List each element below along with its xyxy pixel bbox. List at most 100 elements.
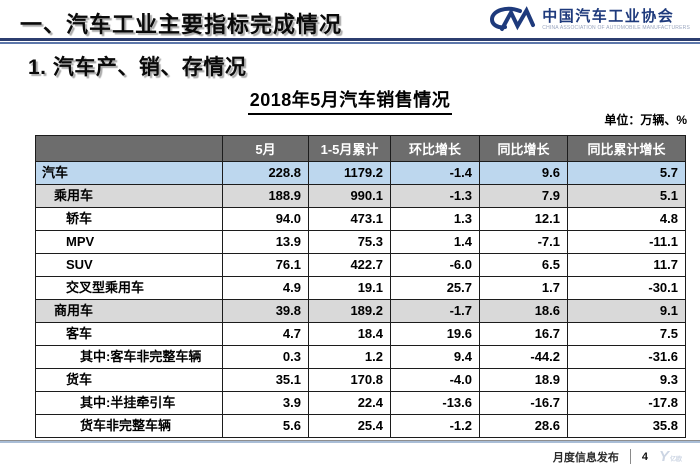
- cell-value: 94.0: [222, 207, 309, 231]
- cell-value: -1.2: [390, 414, 480, 438]
- cell-value: 9.6: [479, 161, 568, 185]
- cell-value: 12.1: [479, 207, 568, 231]
- cell-value: 9.3: [567, 368, 686, 392]
- cell-value: 19.1: [308, 276, 391, 300]
- cell-value: -11.1: [567, 230, 686, 254]
- cell-value: 13.9: [222, 230, 309, 254]
- cell-value: -31.6: [567, 345, 686, 369]
- watermark-subtext: 亿欧: [669, 457, 682, 463]
- cell-value: -6.0: [390, 253, 480, 277]
- sales-table: 5月 1-5月累计 环比增长 同比增长 同比累计增长 汽车 228.8 1179.2…: [35, 135, 686, 438]
- cell-value: 18.4: [308, 322, 391, 346]
- cell-value: 75.3: [308, 230, 391, 254]
- table-body: 汽车 228.8 1179.2 -1.4 9.6 5.7 乘用车 188.9 990.1 -1.3…: [35, 161, 686, 438]
- cell-value: 19.6: [390, 322, 480, 346]
- row-label: 其中:客车非完整车辆: [35, 345, 223, 369]
- cell-value: 39.8: [222, 299, 309, 323]
- row-label: 汽车: [35, 161, 223, 185]
- cell-value: 11.7: [567, 253, 686, 277]
- cell-value: 4.7: [222, 322, 309, 346]
- table-row: 货车 35.1 170.8 -4.0 18.9 9.3: [35, 368, 686, 392]
- row-label: 货车非完整车辆: [35, 414, 223, 438]
- cm-logo-icon: [490, 6, 536, 31]
- cell-value: 7.9: [479, 184, 568, 208]
- org-name-en: CHINA ASSOCIATION OF AUTOMOBILE MANUFACT…: [542, 25, 690, 31]
- row-label: 商用车: [35, 299, 223, 323]
- org-name-cn: 中国汽车工业协会: [542, 7, 675, 25]
- table-row: 其中:客车非完整车辆 0.3 1.2 9.4 -44.2 -31.6: [35, 345, 686, 369]
- cell-value: 76.1: [222, 253, 309, 277]
- cell-value: -1.4: [390, 161, 480, 185]
- cell-value: 7.5: [567, 322, 686, 346]
- cell-value: 35.1: [222, 368, 309, 392]
- cell-value: 18.6: [479, 299, 568, 323]
- table-row: 汽车 228.8 1179.2 -1.4 9.6 5.7: [35, 161, 686, 185]
- cell-value: 0.3: [222, 345, 309, 369]
- cell-value: 9.4: [390, 345, 480, 369]
- column-header: 5月: [222, 135, 309, 162]
- header-divider: [0, 38, 700, 44]
- cell-value: -1.7: [390, 299, 480, 323]
- cell-value: 18.9: [479, 368, 568, 392]
- column-header: [35, 135, 223, 162]
- footer-separator: [629, 449, 631, 464]
- section-title: 1. 汽车产、销、存情况: [28, 56, 247, 79]
- cell-value: 189.2: [308, 299, 391, 323]
- cell-value: 4.9: [222, 276, 309, 300]
- cell-value: 3.9: [222, 391, 309, 415]
- cell-value: -1.3: [390, 184, 480, 208]
- cell-value: 35.8: [567, 414, 686, 438]
- cell-value: 170.8: [308, 368, 391, 392]
- unit-label: 单位：万辆、%: [604, 113, 687, 127]
- cell-value: 5.7: [567, 161, 686, 185]
- footer: 月度信息发布 4 Y 亿欧: [553, 448, 682, 465]
- org-logo-text: 中国汽车工业协会 CHINA ASSOCIATION OF AUTOMOBILE…: [542, 7, 690, 32]
- cell-value: 28.6: [479, 414, 568, 438]
- column-header: 1-5月累计: [308, 135, 391, 162]
- cell-value: 1.2: [308, 345, 391, 369]
- cell-value: 990.1: [308, 184, 391, 208]
- cell-value: 5.1: [567, 184, 686, 208]
- table-row: MPV 13.9 75.3 1.4 -7.1 -11.1: [35, 230, 686, 254]
- cell-value: 25.4: [308, 414, 391, 438]
- column-header: 同比增长: [479, 135, 568, 162]
- table-row: 轿车 94.0 473.1 1.3 12.1 4.8: [35, 207, 686, 231]
- cell-value: -4.0: [390, 368, 480, 392]
- cell-value: -16.7: [479, 391, 568, 415]
- cell-value: 4.8: [567, 207, 686, 231]
- cell-value: 1.3: [390, 207, 480, 231]
- table-row: 客车 4.7 18.4 19.6 16.7 7.5: [35, 322, 686, 346]
- cell-value: 5.6: [222, 414, 309, 438]
- watermark-logo: Y 亿欧: [659, 448, 682, 465]
- table-row: 乘用车 188.9 990.1 -1.3 7.9 5.1: [35, 184, 686, 208]
- header-divider-light-line: [0, 42, 700, 44]
- table-row: 商用车 39.8 189.2 -1.7 18.6 9.1: [35, 299, 686, 323]
- page-number: 4: [641, 450, 648, 463]
- cell-value: -30.1: [567, 276, 686, 300]
- header-divider-dark-line: [0, 38, 700, 41]
- table-title: 2018年5月汽车销售情况: [247, 86, 453, 115]
- row-label: 乘用车: [35, 184, 223, 208]
- cell-value: 188.9: [222, 184, 309, 208]
- cell-value: 473.1: [308, 207, 391, 231]
- cell-value: 22.4: [308, 391, 391, 415]
- cell-value: -44.2: [479, 345, 568, 369]
- cell-value: 1.7: [479, 276, 568, 300]
- row-label: SUV: [35, 253, 223, 277]
- table-row: 货车非完整车辆 5.6 25.4 -1.2 28.6 35.8: [35, 414, 686, 438]
- footer-label: 月度信息发布: [552, 451, 619, 464]
- cell-value: 1179.2: [308, 161, 391, 185]
- row-label: 货车: [35, 368, 223, 392]
- table-row: 其中:半挂牵引车 3.9 22.4 -13.6 -16.7 -17.8: [35, 391, 686, 415]
- footer-divider-dark-line: [0, 440, 700, 441]
- watermark-letter: Y: [658, 448, 669, 465]
- cell-value: -13.6: [390, 391, 480, 415]
- column-header: 同比累计增长: [567, 135, 686, 162]
- cell-value: 228.8: [222, 161, 309, 185]
- cell-value: 25.7: [390, 276, 480, 300]
- row-label: 轿车: [35, 207, 223, 231]
- row-label: 交叉型乘用车: [35, 276, 223, 300]
- cell-value: -7.1: [479, 230, 568, 254]
- cell-value: -17.8: [567, 391, 686, 415]
